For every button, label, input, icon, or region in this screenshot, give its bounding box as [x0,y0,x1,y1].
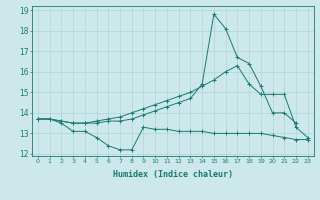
X-axis label: Humidex (Indice chaleur): Humidex (Indice chaleur) [113,170,233,179]
